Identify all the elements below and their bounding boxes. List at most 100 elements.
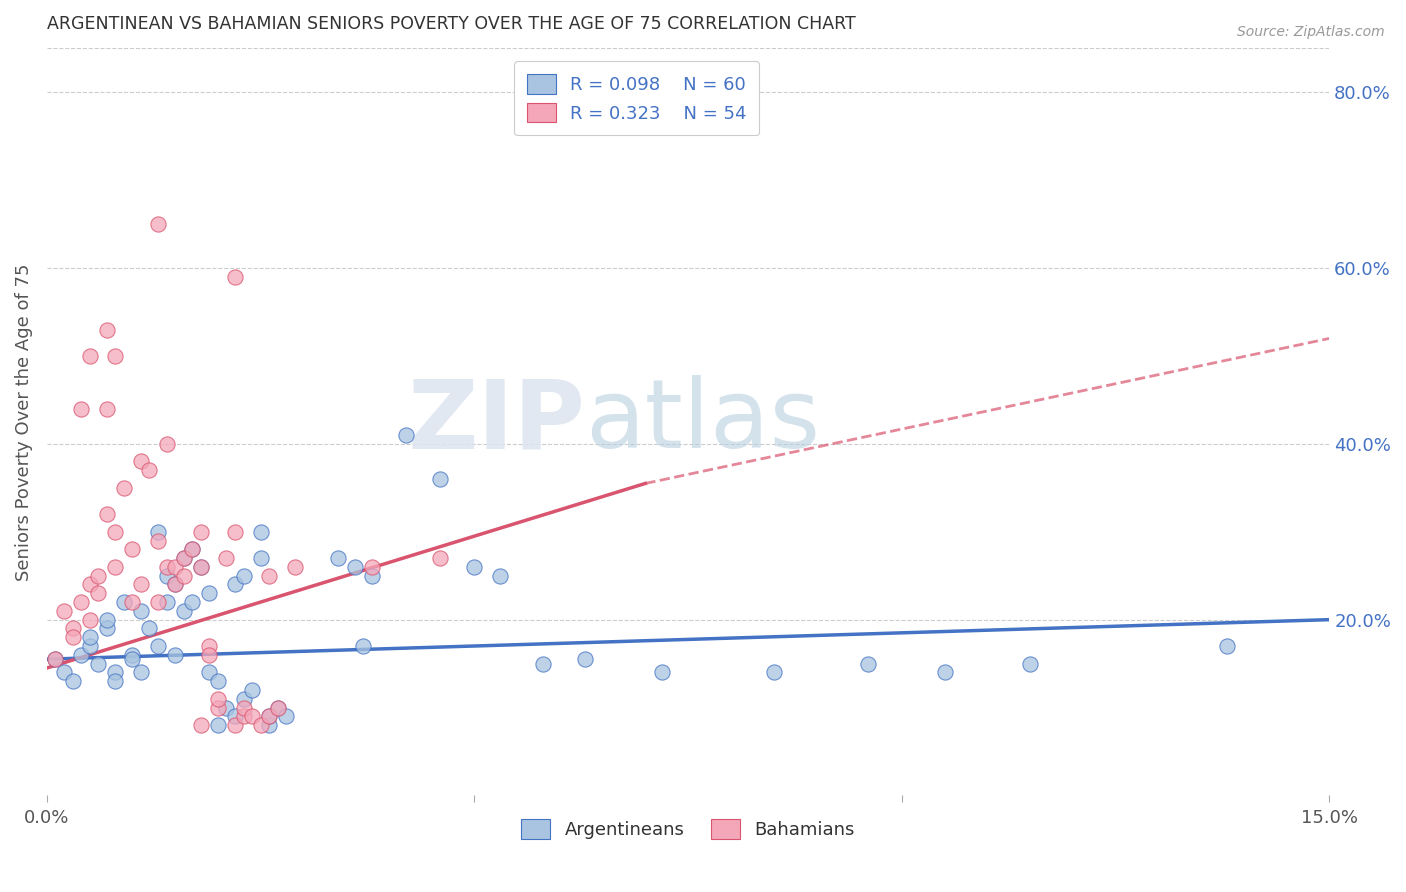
Text: ZIP: ZIP: [408, 376, 585, 468]
Point: [121, 652, 143, 666]
Point: [165, 577, 187, 591]
Point: [360, 568, 382, 582]
Point: [198, 639, 221, 653]
Point: [429, 472, 451, 486]
Point: [198, 665, 221, 680]
Point: [79, 613, 101, 627]
Point: [489, 568, 512, 582]
Point: [146, 217, 169, 231]
Point: [224, 709, 246, 723]
Point: [165, 577, 187, 591]
Point: [190, 560, 212, 574]
Point: [87, 568, 110, 582]
Point: [146, 595, 169, 609]
Point: [1215, 639, 1237, 653]
Point: [104, 674, 127, 689]
Point: [79, 639, 101, 653]
Point: [146, 639, 169, 653]
Point: [276, 709, 298, 723]
Point: [44, 652, 66, 666]
Point: [207, 718, 229, 732]
Point: [96, 507, 118, 521]
Point: [87, 657, 110, 671]
Point: [257, 718, 280, 732]
Point: [232, 700, 254, 714]
Point: [146, 533, 169, 548]
Y-axis label: Seniors Poverty Over the Age of 75: Seniors Poverty Over the Age of 75: [15, 263, 32, 581]
Point: [155, 568, 177, 582]
Point: [267, 700, 290, 714]
Point: [62, 674, 84, 689]
Point: [651, 665, 673, 680]
Point: [44, 652, 66, 666]
Point: [257, 709, 280, 723]
Point: [224, 269, 246, 284]
Point: [104, 524, 127, 539]
Point: [232, 568, 254, 582]
Point: [240, 709, 263, 723]
Point: [155, 437, 177, 451]
Point: [207, 674, 229, 689]
Point: [181, 542, 204, 557]
Point: [224, 718, 246, 732]
Point: [165, 560, 187, 574]
Point: [395, 428, 418, 442]
Point: [360, 560, 382, 574]
Point: [190, 560, 212, 574]
Point: [129, 454, 152, 468]
Point: [173, 568, 195, 582]
Point: [70, 595, 93, 609]
Point: [267, 700, 290, 714]
Point: [198, 648, 221, 662]
Point: [257, 568, 280, 582]
Point: [96, 401, 118, 416]
Point: [240, 682, 263, 697]
Point: [1019, 657, 1042, 671]
Point: [79, 577, 101, 591]
Point: [257, 709, 280, 723]
Point: [934, 665, 956, 680]
Point: [173, 551, 195, 566]
Legend: Argentineans, Bahamians: Argentineans, Bahamians: [513, 812, 862, 847]
Point: [165, 648, 187, 662]
Point: [762, 665, 785, 680]
Point: [53, 665, 76, 680]
Point: [121, 648, 143, 662]
Point: [138, 463, 160, 477]
Text: Source: ZipAtlas.com: Source: ZipAtlas.com: [1237, 25, 1385, 39]
Point: [215, 551, 238, 566]
Point: [96, 622, 118, 636]
Point: [87, 586, 110, 600]
Point: [284, 560, 307, 574]
Point: [207, 700, 229, 714]
Point: [224, 577, 246, 591]
Point: [249, 718, 271, 732]
Text: ARGENTINEAN VS BAHAMIAN SENIORS POVERTY OVER THE AGE OF 75 CORRELATION CHART: ARGENTINEAN VS BAHAMIAN SENIORS POVERTY …: [46, 15, 856, 33]
Point: [138, 622, 160, 636]
Point: [856, 657, 879, 671]
Point: [129, 577, 152, 591]
Point: [104, 665, 127, 680]
Point: [79, 349, 101, 363]
Point: [352, 639, 374, 653]
Point: [121, 595, 143, 609]
Point: [190, 718, 212, 732]
Point: [121, 542, 143, 557]
Point: [70, 401, 93, 416]
Point: [574, 652, 596, 666]
Text: atlas: atlas: [585, 376, 821, 468]
Point: [96, 323, 118, 337]
Point: [173, 604, 195, 618]
Point: [190, 524, 212, 539]
Point: [249, 551, 271, 566]
Point: [173, 551, 195, 566]
Point: [232, 709, 254, 723]
Point: [104, 560, 127, 574]
Point: [112, 595, 135, 609]
Point: [326, 551, 349, 566]
Point: [62, 622, 84, 636]
Point: [224, 524, 246, 539]
Point: [53, 604, 76, 618]
Point: [198, 586, 221, 600]
Point: [112, 481, 135, 495]
